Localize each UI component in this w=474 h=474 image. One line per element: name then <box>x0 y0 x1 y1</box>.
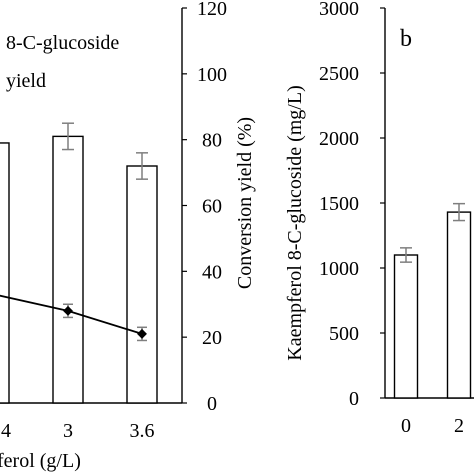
panel-b-label: b <box>400 26 412 52</box>
panel-b-y-axis-label: Kaempferol 8-C-glucoside (mg/L) <box>284 85 306 360</box>
panel-b-left-ticks: 0 500 1000 1500 2000 2500 3000 <box>319 0 385 410</box>
panel-a-x-axis-label: ferol (g/L) <box>0 450 81 472</box>
panel-a-point <box>137 328 147 339</box>
panel-b-y-tick-label: 2500 <box>319 63 359 85</box>
panel-b-bar <box>446 211 472 399</box>
panel-b-y-tick-label: 500 <box>329 323 359 345</box>
panel-b-x-tick-label: 0 <box>401 415 411 437</box>
panel-a-bar-error <box>62 122 74 151</box>
panel-a-bar <box>0 142 10 404</box>
panel-a-x-tick-label: 4 <box>1 420 11 442</box>
panel-a-bar <box>126 165 158 404</box>
panel-b-y-tick-label: 1500 <box>319 193 359 215</box>
panel-a-line-series <box>0 294 147 342</box>
panel-a-legend-line-1: 8-C-glucoside <box>6 32 119 54</box>
panel-a-legend-line-2: yield <box>6 70 46 92</box>
panel-b-y-tick-label: 3000 <box>319 0 359 20</box>
panel-b-y-tick-label: 0 <box>349 388 359 410</box>
panel-b-y-tick-label: 2000 <box>319 128 359 150</box>
panel-b-bar-error <box>453 202 465 222</box>
panel-a-bar <box>52 135 84 404</box>
panel-b-bar <box>393 254 419 399</box>
panel-a-y2-axis-label: Conversion yield (%) <box>234 117 256 289</box>
panel-a-bar-error <box>136 152 148 180</box>
panel-a-bars <box>0 122 158 404</box>
panel-a-x-tick-labels: 4 3 3.6 <box>1 420 155 442</box>
panel-b-x-tick-label: 2 <box>454 415 464 437</box>
panel-b-y-tick-label: 1000 <box>319 258 359 280</box>
panel-a-y2-tick-label: 0 <box>207 393 217 415</box>
panel-a-x-tick-label: 3 <box>63 420 73 442</box>
panel-a-y2-tick-label: 100 <box>197 64 227 86</box>
panel-a-right-ticks: 0 20 40 60 80 100 120 <box>182 0 227 415</box>
panel-a-y2-tick-label: 120 <box>197 0 227 20</box>
panel-b-bars <box>393 202 472 399</box>
panel-a-y2-tick-label: 60 <box>202 196 222 218</box>
panel-a-y2-tick-label: 40 <box>202 261 222 283</box>
panel-a-y2-tick-label: 20 <box>202 327 222 349</box>
panel-a-x-tick-label: 3.6 <box>130 420 155 442</box>
panel-b-bar-error <box>400 247 412 263</box>
panel-a-y2-tick-label: 80 <box>202 130 222 152</box>
